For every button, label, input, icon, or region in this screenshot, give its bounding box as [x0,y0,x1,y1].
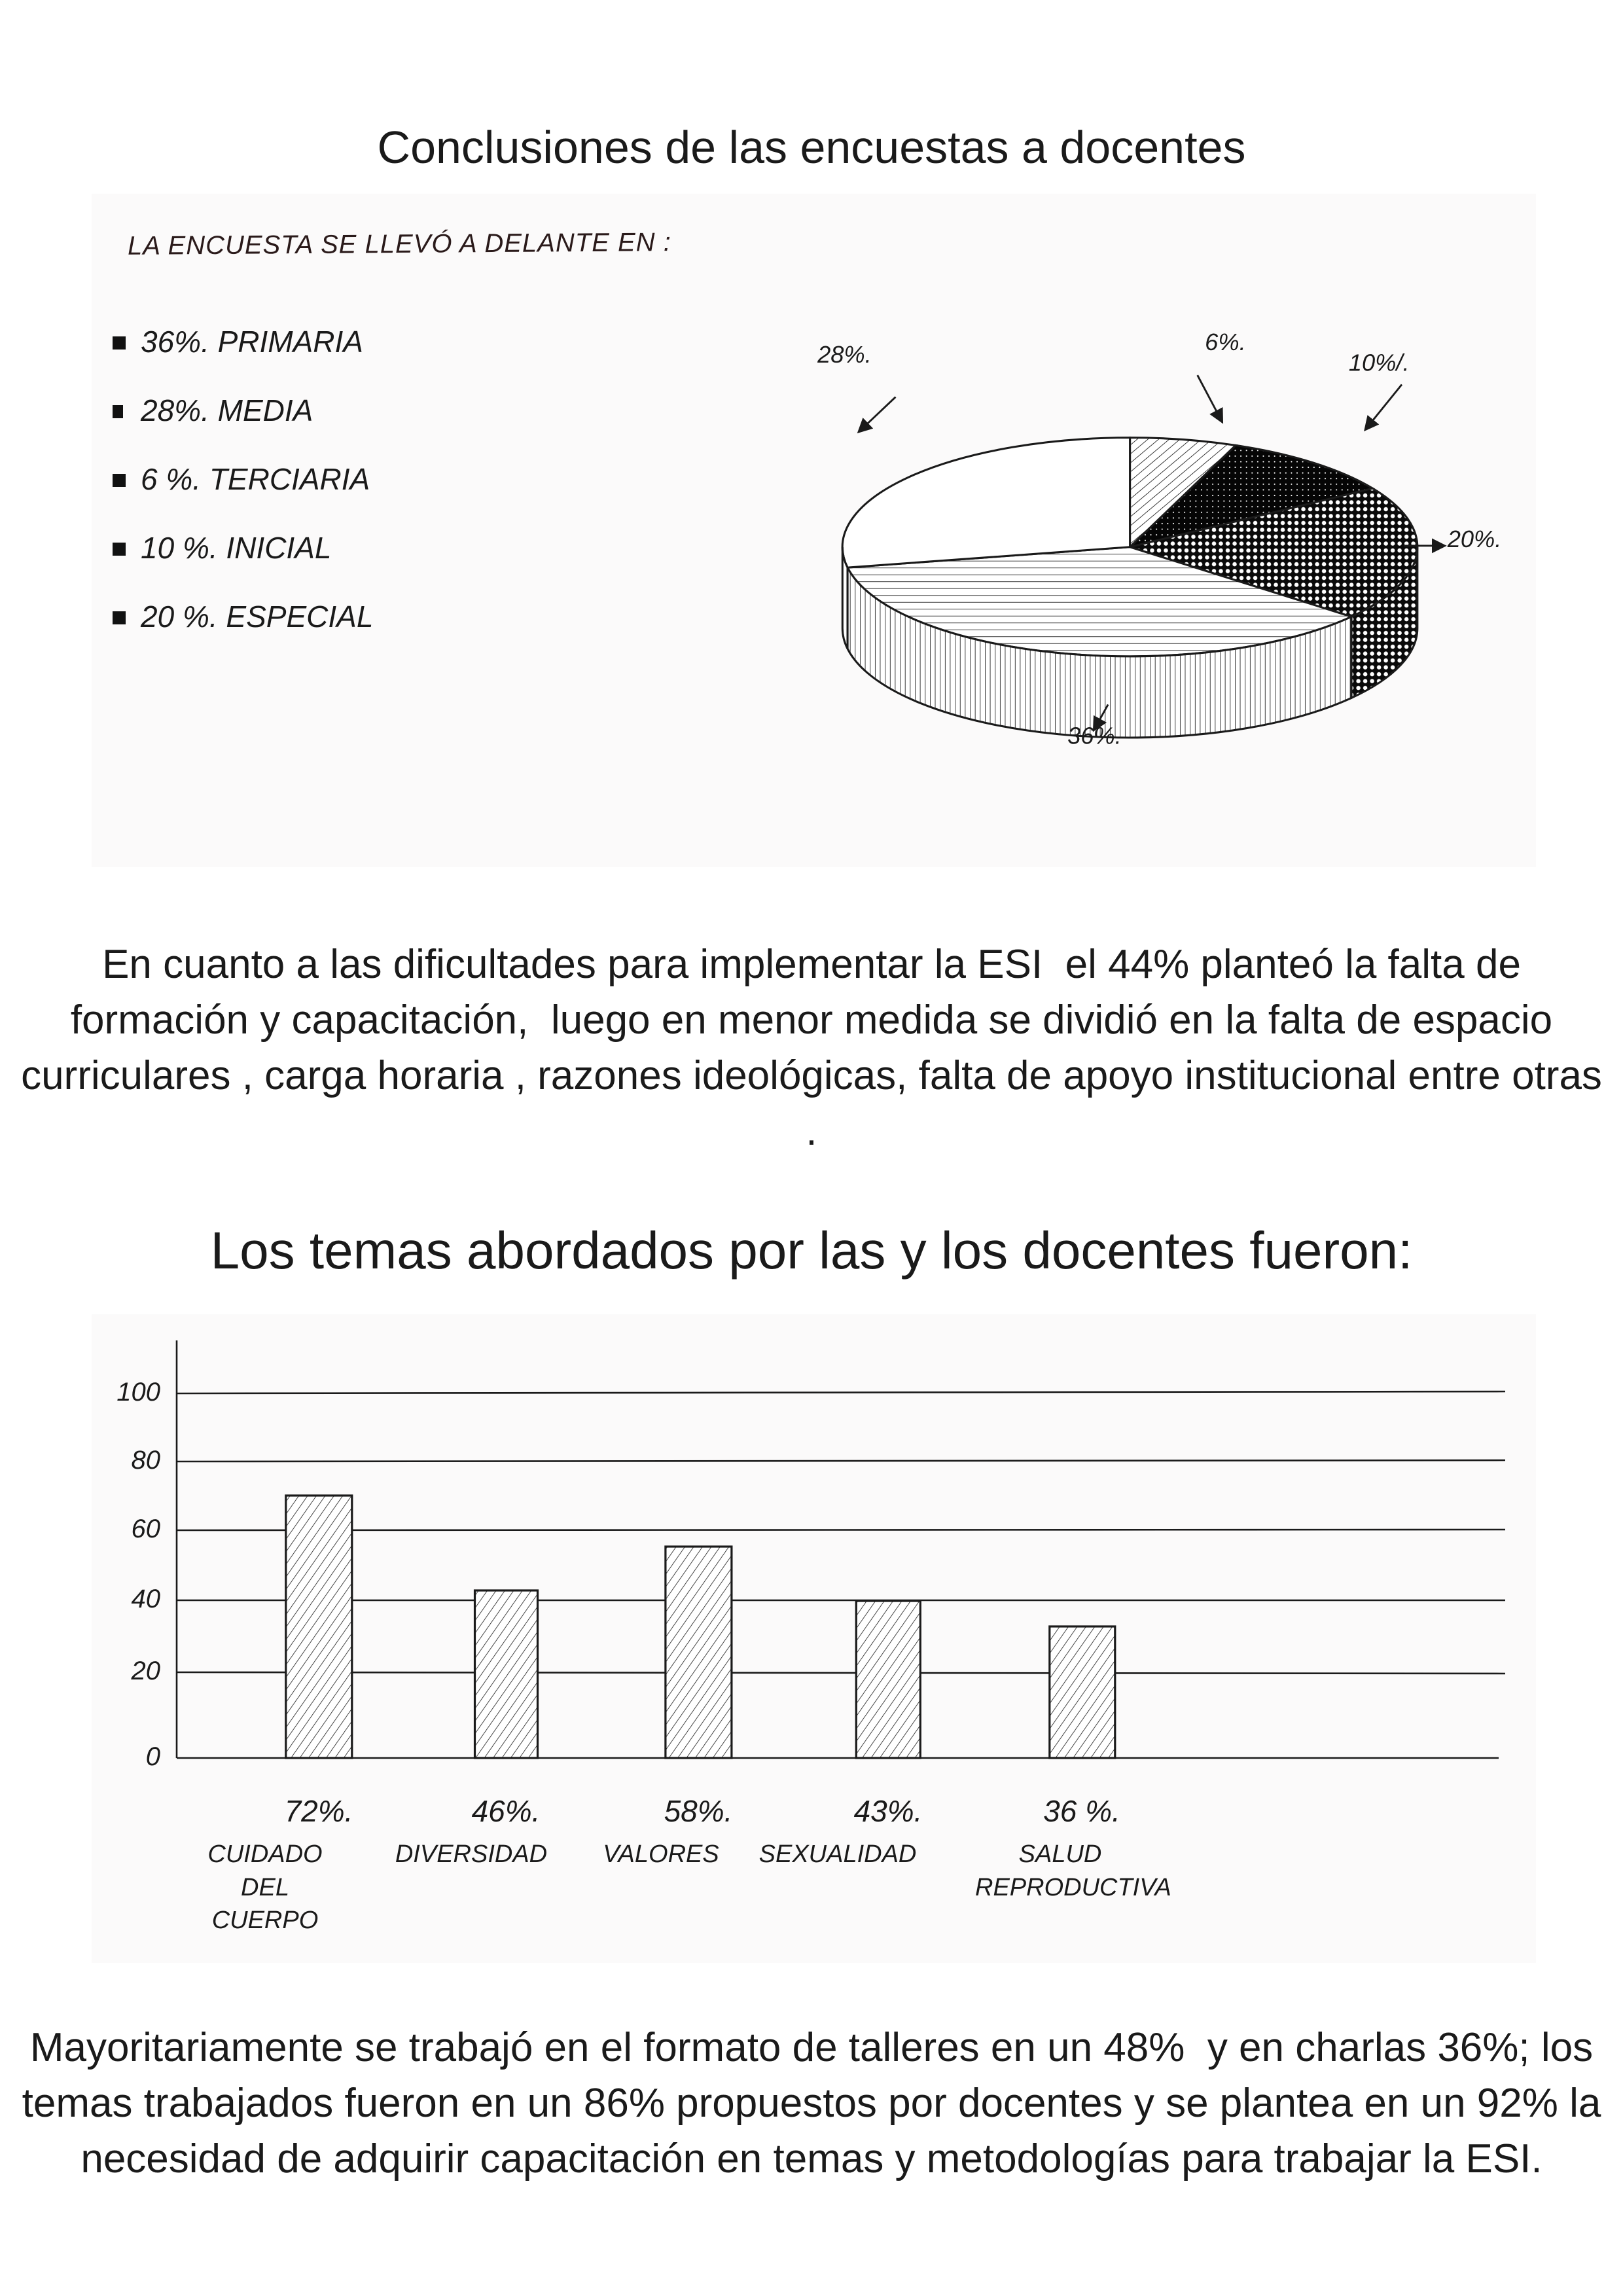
svg-text:0: 0 [146,1742,160,1771]
svg-text:60: 60 [132,1515,161,1543]
svg-text:20 %. ESPECIAL: 20 %. ESPECIAL [140,600,373,634]
svg-text:72%.: 72%. [285,1794,353,1828]
svg-text:6%.: 6%. [1205,329,1246,355]
svg-text:36 %.: 36 %. [1043,1794,1120,1828]
svg-text:46%.: 46%. [472,1794,541,1828]
svg-text:36%. PRIMARIA: 36%. PRIMARIA [141,325,363,359]
svg-text:10 %. INICIAL: 10 %. INICIAL [141,531,331,565]
svg-text:100: 100 [116,1378,160,1407]
svg-text:40: 40 [132,1585,161,1613]
svg-text:80: 80 [132,1446,161,1475]
svg-text:10%/.: 10%/. [1349,349,1410,376]
svg-text:43%.: 43%. [854,1794,923,1828]
svg-text:20: 20 [131,1657,161,1685]
svg-text:6 %. TERCIARIA: 6 %. TERCIARIA [141,462,370,496]
svg-text:58%.: 58%. [664,1794,733,1828]
svg-text:28%.: 28%. [817,341,872,368]
svg-text:20%.: 20%. [1447,526,1499,552]
svg-text:28%. MEDIA: 28%. MEDIA [140,393,313,427]
svg-text:36%.: 36%. [1067,723,1122,749]
